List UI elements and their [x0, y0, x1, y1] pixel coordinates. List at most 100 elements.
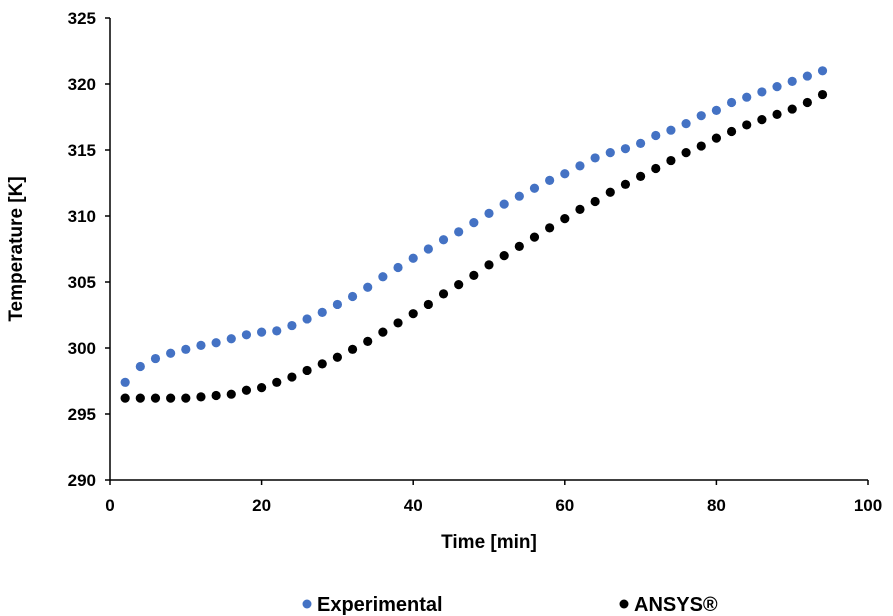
data-point — [742, 120, 752, 130]
data-point — [817, 89, 828, 100]
x-axis-title: Time [min] — [441, 532, 537, 553]
y-axis-ticks: 290 295 300 305 310 315 320 325 — [68, 9, 110, 490]
data-point — [529, 232, 540, 242]
data-points — [120, 66, 828, 403]
data-point — [787, 104, 797, 114]
data-point — [651, 130, 661, 141]
data-point — [196, 340, 206, 350]
data-point — [560, 214, 570, 224]
data-point — [393, 262, 403, 273]
data-point — [757, 87, 767, 97]
data-point — [590, 153, 600, 163]
data-point — [666, 155, 676, 166]
data-point — [438, 289, 449, 299]
y-axis-title: Temperature [K] — [6, 176, 27, 321]
data-point — [620, 179, 631, 189]
data-point — [317, 359, 327, 369]
data-point — [166, 348, 176, 358]
data-point — [817, 66, 828, 76]
data-point — [681, 148, 691, 158]
x-tick-label: 0 — [105, 496, 114, 515]
data-point — [166, 393, 176, 403]
data-point — [484, 208, 494, 218]
data-point — [605, 148, 615, 158]
data-point — [711, 133, 722, 143]
data-point — [590, 196, 600, 207]
data-point — [302, 365, 312, 376]
data-point — [181, 344, 191, 354]
data-point — [681, 119, 691, 129]
data-point — [772, 82, 782, 92]
data-point — [332, 299, 342, 310]
data-point — [636, 138, 646, 148]
x-tick-label: 100 — [854, 496, 882, 515]
x-tick-label: 20 — [252, 496, 271, 515]
data-point — [378, 327, 388, 337]
data-point — [499, 199, 509, 209]
x-tick-label: 60 — [555, 496, 574, 515]
data-point — [378, 272, 388, 282]
data-point — [438, 235, 449, 245]
data-point — [696, 141, 706, 151]
data-point — [620, 144, 631, 154]
data-point — [469, 270, 479, 280]
data-point — [226, 389, 236, 399]
data-point — [423, 244, 433, 254]
data-point — [287, 372, 297, 382]
data-point — [332, 352, 342, 362]
data-point — [196, 392, 206, 402]
data-point — [211, 390, 221, 401]
data-point — [120, 393, 130, 403]
data-point — [347, 344, 358, 354]
data-point — [363, 282, 373, 292]
data-point — [241, 385, 252, 395]
data-point — [423, 299, 433, 310]
data-point — [241, 330, 252, 340]
data-point — [257, 327, 267, 337]
data-point — [257, 383, 267, 393]
data-point — [514, 241, 524, 251]
x-tick-label: 80 — [707, 496, 726, 515]
data-point — [272, 326, 282, 336]
legend-label-experimental: Experimental — [317, 594, 443, 616]
series-ansys — [120, 89, 828, 403]
x-axis-ticks: 0 20 40 60 80 100 — [105, 480, 882, 515]
y-tick-label: 290 — [68, 471, 96, 490]
y-tick-label: 320 — [68, 75, 96, 94]
data-point — [393, 318, 403, 328]
data-point — [529, 183, 540, 193]
data-point — [302, 314, 312, 324]
data-point — [454, 227, 464, 237]
data-point — [636, 171, 646, 181]
data-point — [150, 393, 161, 403]
legend-marker-experimental — [302, 599, 312, 609]
data-point — [560, 169, 570, 179]
data-point — [757, 115, 767, 125]
data-point — [181, 393, 191, 403]
data-point — [408, 253, 418, 263]
data-point — [347, 291, 358, 302]
data-point — [150, 353, 161, 364]
data-point — [666, 125, 676, 135]
data-point — [545, 223, 555, 233]
data-point — [802, 97, 812, 108]
data-point — [272, 377, 282, 387]
data-point — [726, 97, 737, 108]
data-point — [772, 109, 782, 119]
y-tick-label: 325 — [68, 9, 96, 28]
data-point — [135, 361, 145, 372]
data-point — [211, 338, 221, 348]
y-tick-label: 300 — [68, 339, 96, 358]
data-point — [363, 336, 373, 346]
data-point — [484, 260, 494, 270]
data-point — [802, 71, 812, 81]
series-experimental — [120, 66, 828, 387]
y-tick-label: 305 — [68, 273, 96, 292]
data-point — [605, 187, 615, 197]
y-tick-label: 310 — [68, 207, 96, 226]
data-point — [651, 163, 661, 174]
data-point — [787, 76, 797, 86]
data-point — [726, 126, 737, 137]
data-point — [454, 280, 464, 290]
